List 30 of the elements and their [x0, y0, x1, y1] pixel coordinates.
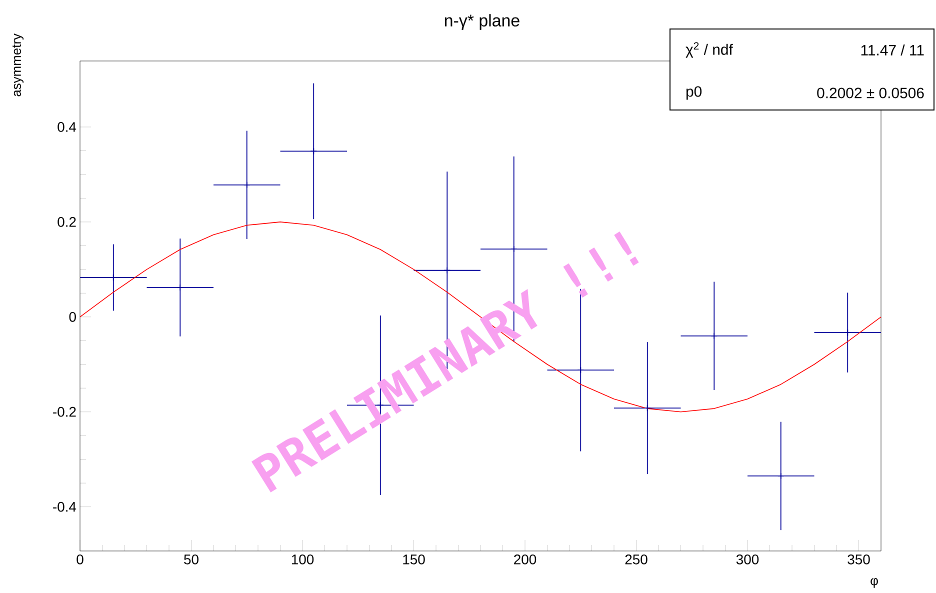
point: [844, 329, 852, 336]
x-tick-label: 0: [76, 554, 84, 564]
x-axis-title: φ: [870, 578, 878, 588]
point: [243, 181, 250, 188]
y-tick-label: 0.4: [58, 122, 76, 132]
x-tick-label: 100: [292, 554, 314, 564]
point: [577, 366, 584, 374]
point: [310, 148, 318, 155]
point: [444, 266, 451, 274]
annotation: 0.2002 ± 0.0506: [817, 88, 924, 98]
x-tick-label: 50: [184, 554, 198, 564]
y-tick-label: -0.2: [53, 406, 76, 417]
text: 11.47 / 11: [861, 44, 924, 56]
x-tick-label: 150: [403, 554, 425, 564]
x-tick-label: 300: [736, 554, 759, 564]
y-axis-title: asymmetry: [12, 34, 24, 96]
x-tick-label: 250: [625, 554, 648, 564]
point: [644, 404, 651, 412]
text: χ$^{2}$ / ndf: [686, 42, 733, 58]
chart-title: n-γ* plane: [445, 14, 520, 30]
x-tick-label: 350: [848, 554, 870, 564]
x-tick-label: 200: [514, 554, 536, 564]
y-tick-label: 0: [69, 312, 76, 322]
y-tick-label: -0.4: [53, 502, 76, 512]
point: [510, 246, 518, 252]
point: [176, 284, 184, 291]
point: [710, 332, 718, 340]
y-tick-label: 0.2: [58, 217, 76, 227]
annotation: p0: [686, 86, 702, 100]
point: [777, 472, 784, 480]
